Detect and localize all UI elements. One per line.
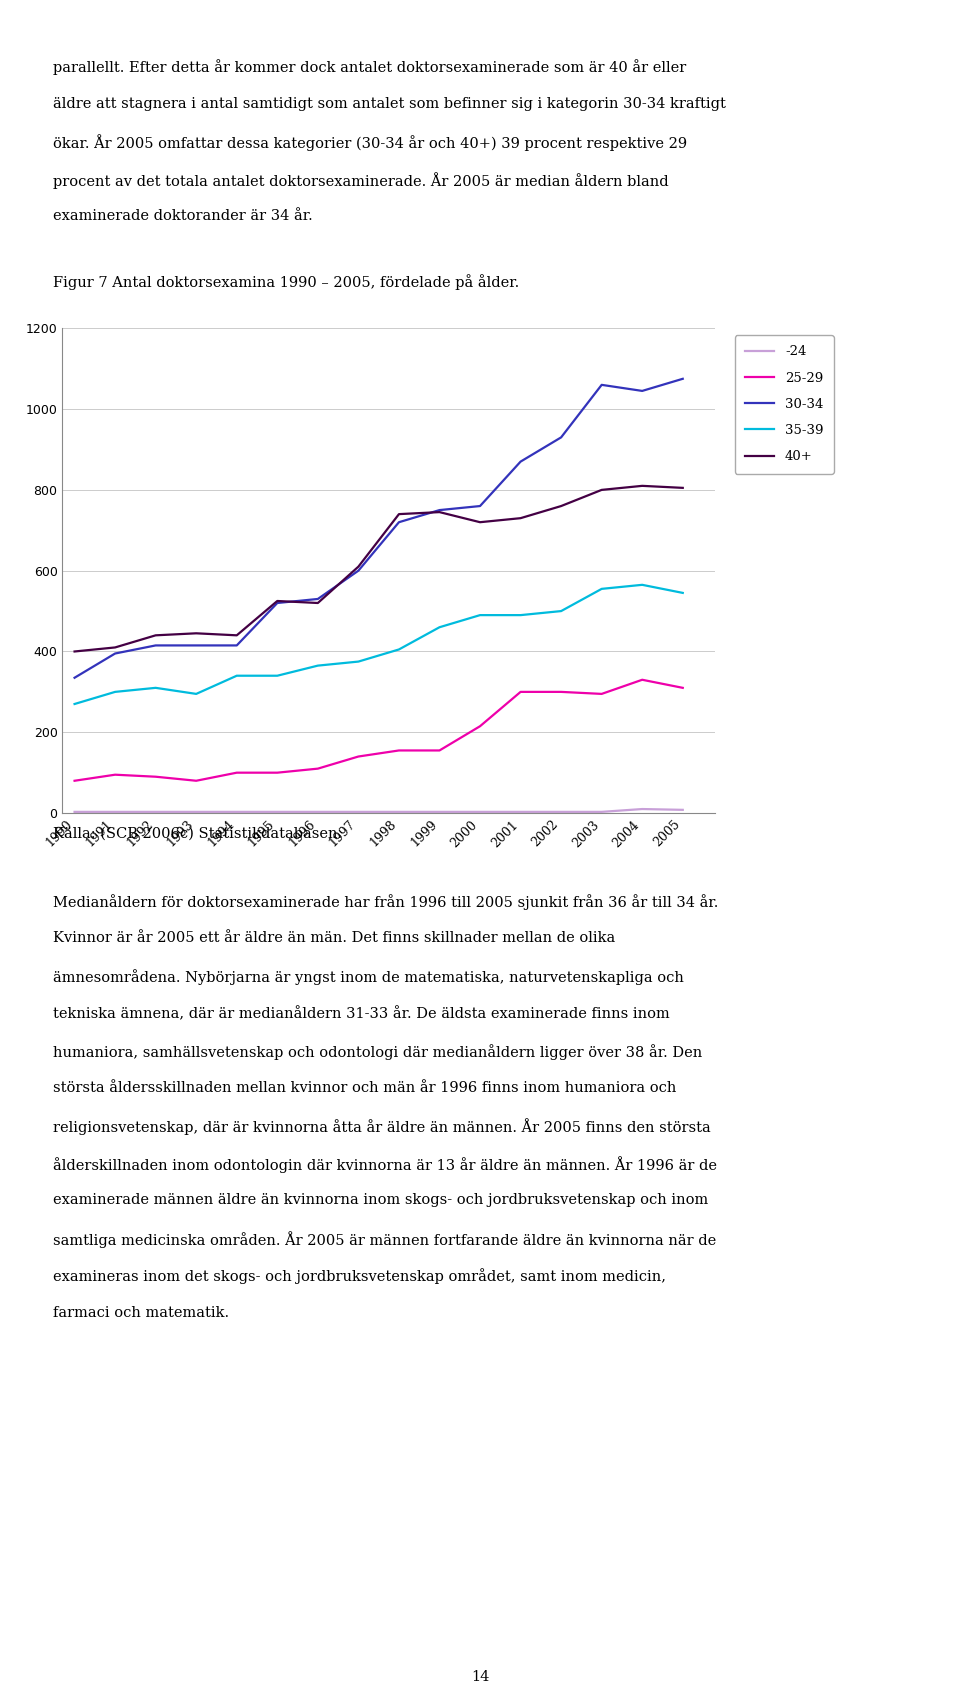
Text: tekniska ämnena, där är medianåldern 31-33 år. De äldsta examinerade finns inom: tekniska ämnena, där är medianåldern 31-… [53,1007,669,1021]
Text: Medianåldern för doktorsexaminerade har från 1996 till 2005 sjunkit från 36 år t: Medianåldern för doktorsexaminerade har … [53,895,718,910]
Text: humaniora, samhällsvetenskap och odontologi där medianåldern ligger över 38 år. : humaniora, samhällsvetenskap och odontol… [53,1044,702,1060]
Text: parallellt. Efter detta år kommer dock antalet doktorsexaminerade som är 40 år e: parallellt. Efter detta år kommer dock a… [53,60,686,75]
Text: samtliga medicinska områden. År 2005 är männen fortfarande äldre än kvinnorna nä: samtliga medicinska områden. År 2005 är … [53,1232,716,1249]
Text: Kvinnor är år 2005 ett år äldre än män. Det finns skillnader mellan de olika: Kvinnor är år 2005 ett år äldre än män. … [53,932,615,946]
Text: religionsvetenskap, där är kvinnorna åtta år äldre än männen. År 2005 finns den : religionsvetenskap, där är kvinnorna ått… [53,1119,710,1136]
Text: farmaci och matematik.: farmaci och matematik. [53,1306,228,1320]
Text: ålderskillnaden inom odontologin där kvinnorna är 13 år äldre än männen. År 1996: ålderskillnaden inom odontologin där kvi… [53,1157,717,1174]
Text: 14: 14 [470,1670,490,1684]
Text: procent av det totala antalet doktorsexaminerade. År 2005 är median åldern bland: procent av det totala antalet doktorsexa… [53,172,668,189]
Text: Källa: (SCB 2006c) Statistikdatabasen.: Källa: (SCB 2006c) Statistikdatabasen. [53,827,342,840]
Text: examineras inom det skogs- och jordbruksvetenskap området, samt inom medicin,: examineras inom det skogs- och jordbruks… [53,1269,666,1284]
Text: examinerade männen äldre än kvinnorna inom skogs- och jordbruksvetenskap och ino: examinerade männen äldre än kvinnorna in… [53,1194,708,1208]
Text: examinerade doktorander är 34 år.: examinerade doktorander är 34 år. [53,209,313,223]
Legend: -24, 25-29, 30-34, 35-39, 40+: -24, 25-29, 30-34, 35-39, 40+ [734,335,834,475]
Text: ämnesområdena. Nybörjarna är yngst inom de matematiska, naturvetenskapliga och: ämnesområdena. Nybörjarna är yngst inom … [53,970,684,985]
Text: äldre att stagnera i antal samtidigt som antalet som befinner sig i kategorin 30: äldre att stagnera i antal samtidigt som… [53,97,726,111]
Text: Figur 7 Antal doktorsexamina 1990 – 2005, fördelade på ålder.: Figur 7 Antal doktorsexamina 1990 – 2005… [53,274,519,289]
Text: ökar. År 2005 omfattar dessa kategorier (30-34 år och 40+) 39 procent respektive: ökar. År 2005 omfattar dessa kategorier … [53,134,687,151]
Text: största åldersskillnaden mellan kvinnor och män år 1996 finns inom humaniora och: största åldersskillnaden mellan kvinnor … [53,1082,676,1095]
